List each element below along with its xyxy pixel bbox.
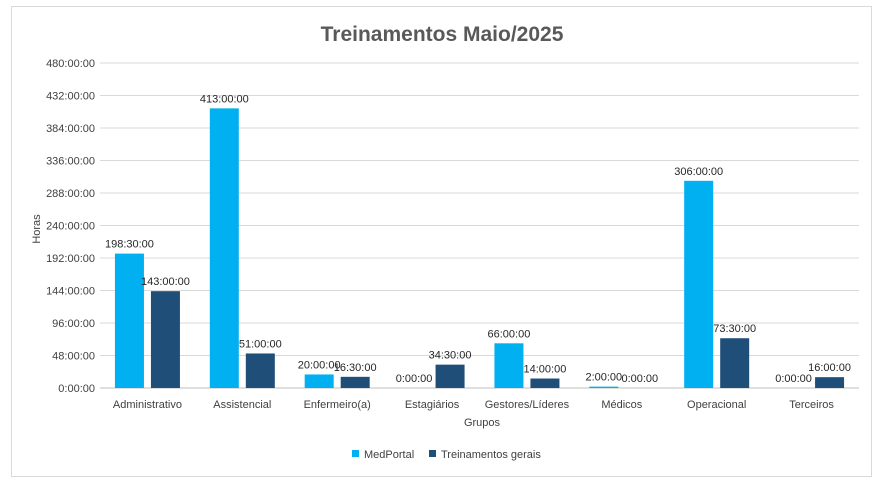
legend-label: Treinamentos gerais xyxy=(441,449,541,461)
data-label: 66:00:00 xyxy=(488,328,531,340)
bar-medportal xyxy=(304,374,334,388)
y-axis-title: Horas xyxy=(31,214,43,244)
legend: MedPortal Treinamentos gerais xyxy=(352,449,541,461)
data-label: 20:00:00 xyxy=(298,359,341,371)
chart-title: Treinamentos Maio/2025 xyxy=(321,23,564,46)
y-tick-label: 48:00:00 xyxy=(52,351,95,363)
bar-medportal xyxy=(114,253,144,388)
data-label: 34:30:00 xyxy=(429,350,472,362)
data-label: 73:30:00 xyxy=(713,323,756,335)
bar-treinamentos-gerais xyxy=(245,353,275,388)
y-tick-label: 192:00:00 xyxy=(46,253,95,265)
data-label: 413:00:00 xyxy=(200,93,249,105)
legend-swatch xyxy=(352,450,359,457)
x-tick-label: Estagiários xyxy=(405,399,460,411)
bar-treinamentos-gerais xyxy=(435,364,465,388)
bar-treinamentos-gerais xyxy=(530,378,560,388)
y-tick-label: 0:00:00 xyxy=(58,383,95,395)
y-tick-label: 240:00:00 xyxy=(46,221,95,233)
legend-swatch xyxy=(429,450,436,457)
x-tick-label: Assistencial xyxy=(213,399,271,411)
bars-layer xyxy=(114,108,845,388)
y-tick-label: 96:00:00 xyxy=(52,318,95,330)
data-label: 14:00:00 xyxy=(524,364,567,376)
x-axis-ticks: Administrativo Assistencial Enfermeiro(a) E… xyxy=(113,399,834,411)
x-tick-label: Médicos xyxy=(601,399,642,411)
bar-medportal xyxy=(684,180,714,388)
x-tick-label: Enfermeiro(a) xyxy=(304,399,371,411)
bar-treinamentos-gerais xyxy=(340,376,370,388)
y-tick-label: 384:00:00 xyxy=(46,123,95,135)
data-label: 0:00:00 xyxy=(396,373,433,385)
data-label: 306:00:00 xyxy=(674,166,723,178)
data-label: 0:00:00 xyxy=(621,373,658,385)
bar-medportal xyxy=(494,343,524,388)
data-label: 2:00:00 xyxy=(585,372,622,384)
x-tick-label: Administrativo xyxy=(113,399,182,411)
data-label: 0:00:00 xyxy=(775,373,812,385)
data-label: 51:00:00 xyxy=(239,338,282,350)
data-labels-layer: 198:30:00 143:00:00 413:00:00 51:00:00 20:00… xyxy=(105,93,851,385)
y-tick-label: 480:00:00 xyxy=(46,58,95,70)
bar-treinamentos-gerais xyxy=(815,377,845,388)
bar-treinamentos-gerais xyxy=(720,338,750,388)
y-tick-label: 336:00:00 xyxy=(46,156,95,168)
y-tick-label: 432:00:00 xyxy=(46,91,95,103)
y-tick-label: 288:00:00 xyxy=(46,188,95,200)
x-tick-label: Operacional xyxy=(687,399,746,411)
data-label: 198:30:00 xyxy=(105,239,154,251)
legend-label: MedPortal xyxy=(364,449,414,461)
x-axis-title: Grupos xyxy=(464,417,501,429)
data-label: 16:00:00 xyxy=(808,362,851,374)
bar-medportal xyxy=(209,108,239,388)
y-axis-ticks: 0:00:00 48:00:00 96:00:00 144:00:00 192:00:0… xyxy=(46,58,95,395)
x-tick-label: Gestores/Líderes xyxy=(485,399,570,411)
x-tick-label: Terceiros xyxy=(789,399,834,411)
bar-medportal xyxy=(589,386,619,388)
bar-treinamentos-gerais xyxy=(150,291,180,388)
chart-frame: Treinamentos Maio/2025 0:00:00 48:00:00 96… xyxy=(11,6,872,477)
data-label: 143:00:00 xyxy=(141,276,190,288)
chart-svg: Treinamentos Maio/2025 0:00:00 48:00:00 96… xyxy=(31,23,859,461)
y-tick-label: 144:00:00 xyxy=(46,286,95,298)
data-label: 16:30:00 xyxy=(334,362,377,374)
